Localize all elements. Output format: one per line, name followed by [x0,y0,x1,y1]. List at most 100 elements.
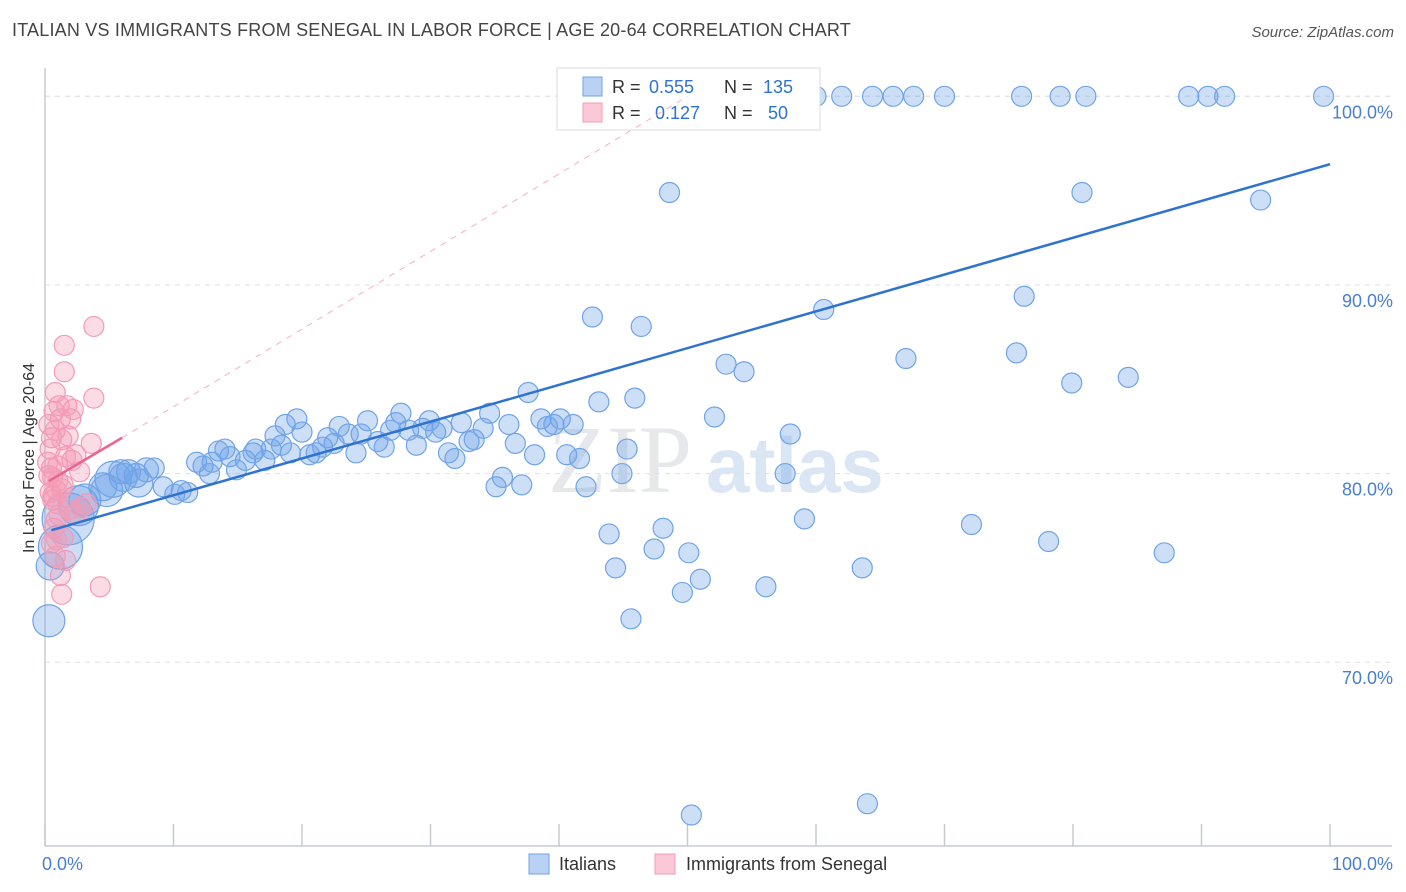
legend-swatch-italians [528,853,550,875]
point-italians [1312,85,1335,107]
point-italians [581,306,604,328]
point-italians [245,438,267,460]
point-italians [543,413,565,436]
stats-n-value-1: 135 [763,77,793,97]
point-italians [793,508,816,530]
point-italians [556,444,578,466]
point-italians [1049,85,1071,107]
point-italians [861,85,884,107]
point-italians [32,604,66,638]
point-italians [774,462,796,485]
y-tick-label: 90.0% [1342,291,1393,311]
point-italians [733,361,755,383]
trend-senegal-extension [121,95,688,439]
point-italians [143,457,165,479]
point-italians [678,542,700,564]
point-italians [523,444,546,466]
y-tick-label: 80.0% [1342,480,1393,500]
x-tick-label-max: 100.0% [1332,854,1393,874]
point-italians [1117,366,1139,388]
point-italians [598,523,620,545]
point-senegal [47,470,69,492]
point-italians [94,460,132,498]
legend-swatch-senegal [654,853,676,875]
point-italians [620,608,642,630]
point-italians [856,793,879,815]
point-italians [270,434,293,456]
trend-senegal [48,436,123,483]
point-italians [588,391,610,413]
y-tick-label: 70.0% [1342,668,1393,688]
point-italians [882,85,904,107]
point-senegal [39,481,61,504]
point-senegal [52,527,74,549]
stats-n-label-1: N = [724,77,753,97]
gridlines [45,95,1392,663]
stats-r-value-2: 0.127 [655,103,700,123]
point-senegal [89,576,111,598]
point-senegal [48,504,70,526]
chart-title: ITALIAN VS IMMIGRANTS FROM SENEGAL IN LA… [12,20,851,40]
point-italians [1153,542,1175,564]
point-italians [895,347,917,370]
point-senegal [83,315,105,338]
point-italians [611,462,633,485]
y-axis-label: In Labor Force | Age 20-64 [21,363,38,553]
point-italians [575,476,597,498]
point-senegal [53,361,75,383]
point-italians [1250,189,1272,211]
series-legend: Italians Immigrants from Senegal [528,853,887,875]
point-italians [624,387,646,409]
point-italians [108,459,134,485]
point-italians [616,438,638,460]
point-senegal [40,427,63,449]
point-italians [504,432,526,454]
trend-italians [51,163,1331,532]
point-italians [643,538,665,560]
point-italians [444,447,466,470]
point-senegal [51,583,73,605]
point-italians [286,408,308,430]
point-italians [903,85,925,107]
stats-n-label-2: N = [724,103,753,123]
point-italians [1178,85,1200,107]
point-italians [133,457,160,483]
point-italians [779,423,801,445]
point-italians [152,476,174,498]
point-italians [755,576,777,598]
point-italians [1071,181,1093,204]
point-italians [1013,285,1035,307]
point-italians [703,406,726,428]
point-senegal [75,493,97,515]
point-italians [1037,530,1060,553]
point-italians [328,415,350,438]
watermark-zip: ZIP [548,406,692,513]
source-credit: Source: ZipAtlas.com [1251,24,1394,41]
point-italians [425,421,447,443]
point-senegal [80,432,102,454]
point-italians [1197,85,1219,107]
point-italians [604,557,627,579]
point-italians [715,353,737,375]
point-italians [562,413,584,436]
point-italians [671,581,693,604]
trend-lines [48,95,1331,532]
legend-label-senegal: Immigrants from Senegal [686,854,887,874]
point-senegal [57,425,79,447]
point-senegal [53,334,75,356]
point-senegal [38,413,60,436]
point-italians [1005,342,1028,364]
legend-label-italians: Italians [559,854,616,874]
stats-r-label-1: R = [612,77,641,97]
stats-swatch-senegal [582,102,603,123]
point-italians [491,466,514,488]
x-tick-label-min: 0.0% [42,854,83,874]
y-tick-label: 100.0% [1332,102,1393,122]
point-italians [549,408,571,430]
point-italians [630,315,652,338]
point-italians [356,410,379,432]
point-italians [689,568,711,590]
point-italians [511,474,533,496]
stats-n-value-2: 50 [768,103,788,123]
